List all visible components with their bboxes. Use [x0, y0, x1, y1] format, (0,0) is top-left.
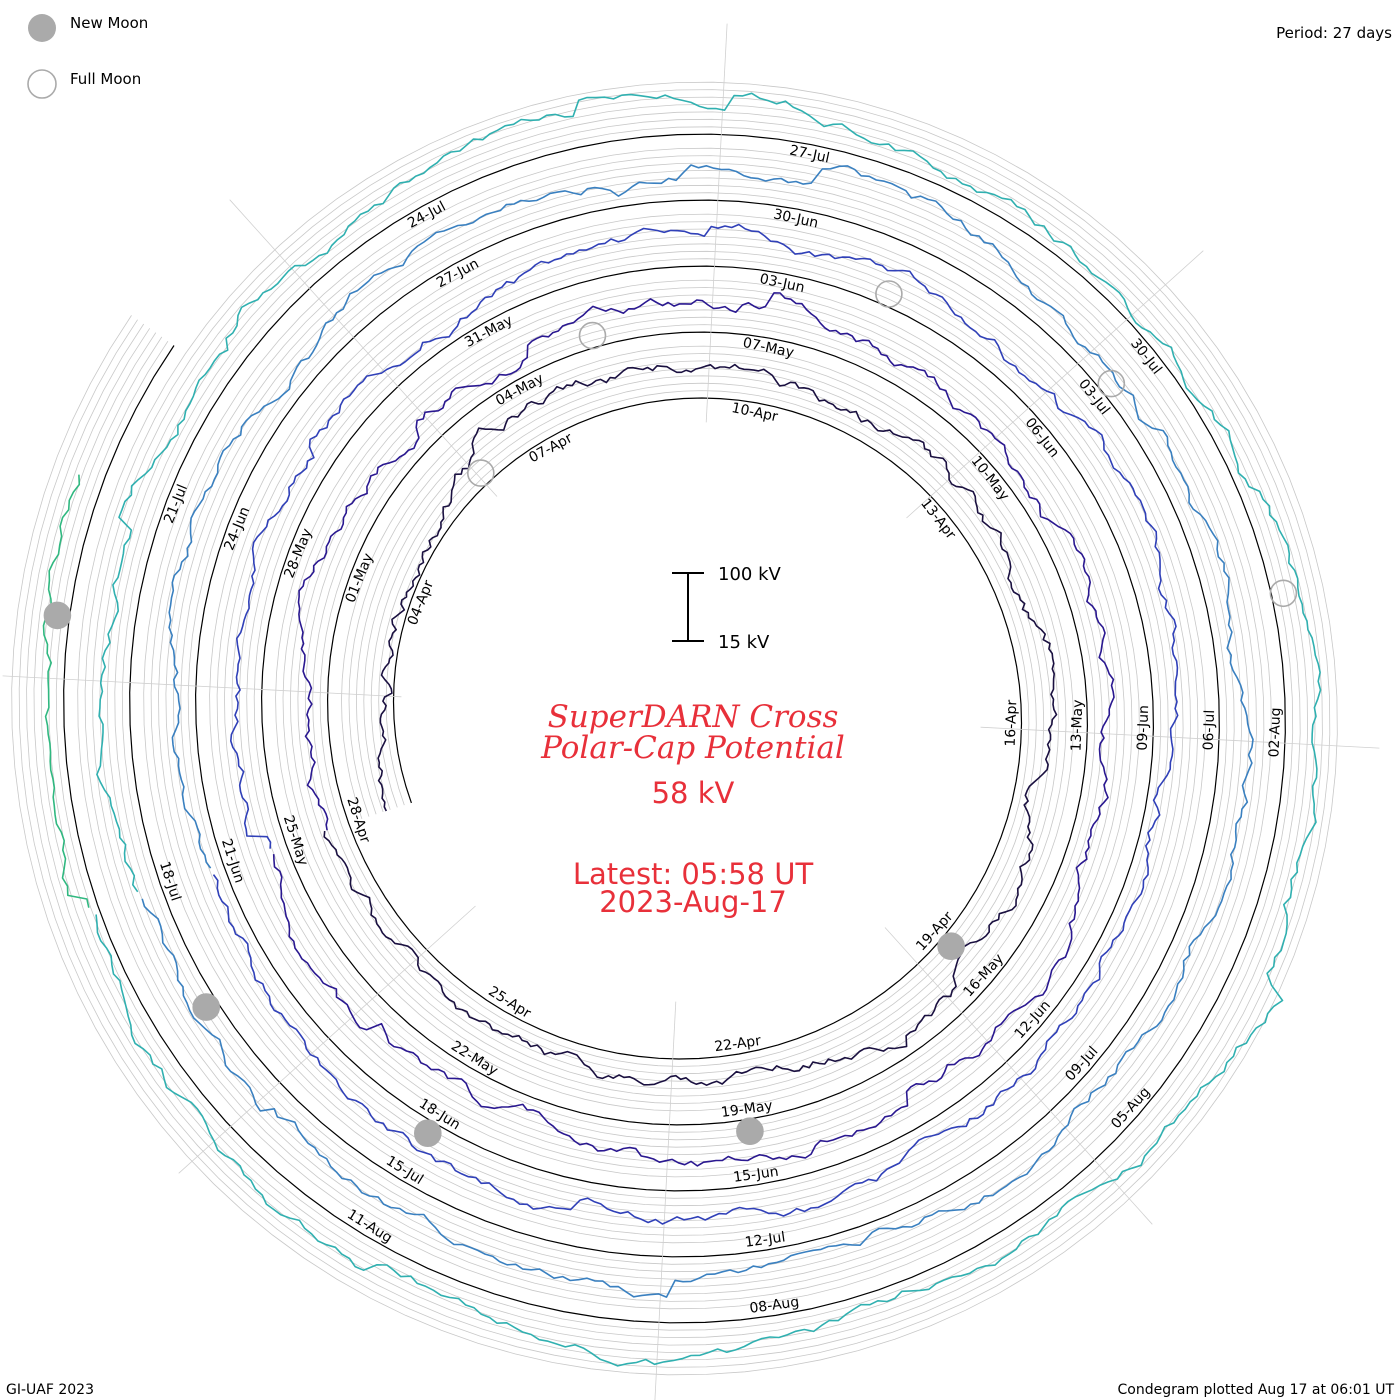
date-label: 15-Jun: [732, 1164, 779, 1186]
grid-spiral: [33, 104, 1316, 1353]
full-moon-marker: [466, 459, 495, 487]
date-label: 13-Apr: [917, 496, 959, 543]
moon-markers: [43, 280, 1298, 1147]
date-label: 16-Apr: [1003, 699, 1021, 747]
date-label: 12-Jul: [744, 1229, 786, 1250]
new-moon-legend-icon: [28, 14, 56, 42]
grid-spiral: [26, 96, 1323, 1361]
full-moon-legend-label: Full Moon: [70, 70, 141, 88]
grid-spoke: [884, 927, 1153, 1225]
full-moon-legend-icon: [27, 69, 57, 99]
date-label: 15-Jul: [383, 1153, 426, 1188]
date-label: 10-Apr: [730, 400, 779, 425]
chart-title-line1: SuperDARN Cross: [548, 699, 839, 735]
grid-spiral: [55, 126, 1294, 1331]
new-moon-marker: [937, 932, 965, 961]
date-label: 09-Jun: [1135, 705, 1153, 751]
current-value: 58 kV: [652, 776, 735, 810]
grid-spoke: [705, 23, 728, 423]
date-label: 04-Apr: [405, 578, 437, 628]
new-moon-marker: [736, 1117, 764, 1145]
date-label: 13-May: [1069, 699, 1087, 751]
series-trace-4: [141, 164, 1254, 1298]
credit-label: GI-UAF 2023: [6, 1382, 94, 1398]
series-trace-6: [42, 474, 90, 908]
grid-spiral: [18, 89, 1331, 1368]
scale-top-label: 100 kV: [718, 564, 782, 585]
grid-spiral: [11, 81, 1338, 1376]
grid-spoke: [2, 675, 402, 698]
latest-date: 2023-Aug-17: [599, 885, 787, 919]
legend: New Moon Full Moon: [27, 14, 148, 99]
full-moon-marker: [1269, 579, 1298, 608]
scale-bar: 100 kV 15 kV: [672, 564, 782, 653]
series-trace-5: [95, 92, 1322, 1367]
baseline-spiral: [63, 133, 1286, 1324]
grid-spiral: [40, 111, 1309, 1346]
new-moon-marker: [413, 1119, 442, 1147]
scale-bottom-label: 15 kV: [718, 632, 770, 653]
grid-spoke: [178, 905, 476, 1174]
chart-title-line2: Polar-Cap Potential: [540, 730, 845, 766]
new-moon-marker: [192, 993, 220, 1021]
date-label: 19-May: [720, 1098, 774, 1121]
plot-timestamp: Condegram plotted Aug 17 at 06:01 UT: [1118, 1382, 1395, 1398]
full-moon-marker: [875, 280, 903, 308]
grid-spoke: [980, 726, 1380, 749]
full-moon-marker: [1097, 369, 1126, 398]
latest-time: Latest: 05:58 UT: [573, 857, 814, 891]
grid-spoke: [906, 250, 1204, 519]
series-trace-1: [323, 363, 1058, 1086]
grid-spoke: [229, 199, 498, 497]
new-moon-marker: [43, 601, 72, 630]
date-label: 02-Aug: [1266, 707, 1284, 757]
period-label: Period: 27 days: [1276, 24, 1392, 42]
date-label: 18-Jul: [156, 860, 184, 904]
new-moon-legend-label: New Moon: [70, 14, 148, 32]
date-label: 07-May: [741, 335, 795, 361]
date-label: 16-May: [961, 951, 1008, 1000]
date-label: 25-Apr: [485, 983, 533, 1021]
center-title: SuperDARN Cross Polar-Cap Potential 58 k…: [540, 699, 845, 919]
series-traces: [42, 92, 1322, 1367]
full-moon-marker: [578, 321, 607, 350]
grid-spoke: [654, 1001, 677, 1400]
date-label: 07-Apr: [526, 430, 575, 466]
date-label: 06-Jul: [1201, 710, 1218, 751]
date-label: 08-Aug: [749, 1294, 801, 1317]
series-trace-3: [212, 223, 1179, 1225]
date-label: 27-Jul: [788, 142, 831, 166]
date-label: 22-Apr: [713, 1033, 762, 1055]
series-trace-2: [272, 292, 1115, 1167]
